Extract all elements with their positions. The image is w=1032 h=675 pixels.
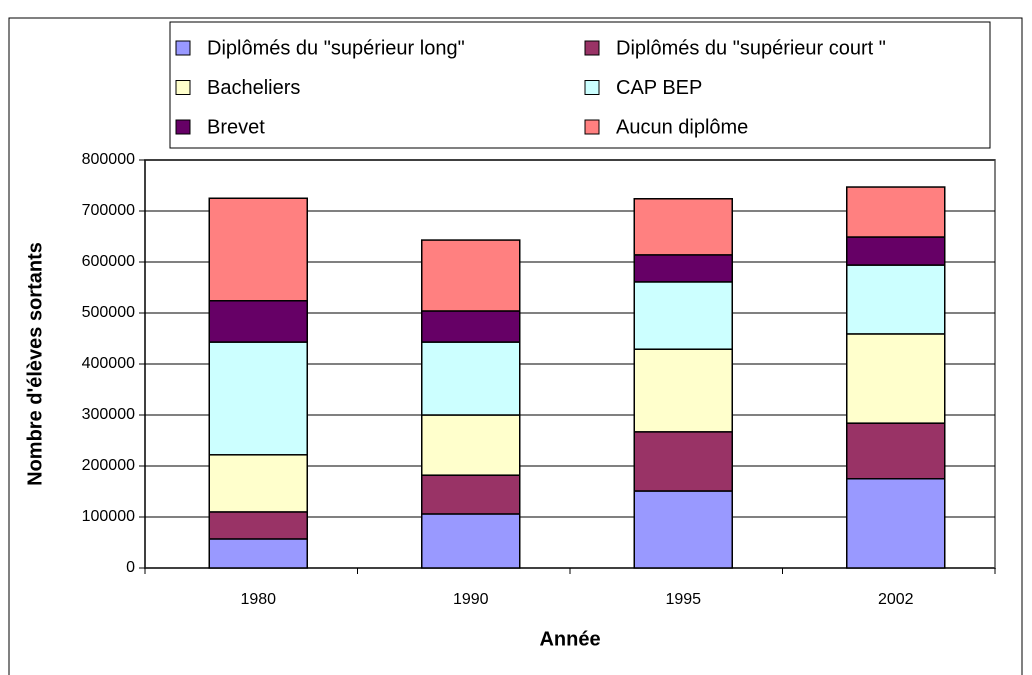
x-tick-label: 2002 bbox=[878, 591, 914, 608]
bar-segment bbox=[421, 414, 521, 476]
y-tick-label: 100000 bbox=[82, 508, 135, 525]
bar-segment bbox=[846, 186, 946, 238]
bar-segment bbox=[846, 333, 946, 424]
legend bbox=[169, 21, 991, 149]
legend-swatch bbox=[175, 40, 191, 56]
x-tick-label: 1995 bbox=[665, 591, 701, 608]
bar-segment bbox=[633, 254, 733, 283]
x-tick-label: 1990 bbox=[453, 591, 489, 608]
legend-swatch bbox=[584, 119, 600, 135]
bar-segment bbox=[208, 197, 308, 302]
legend-label: Brevet bbox=[207, 116, 265, 138]
bar-segment bbox=[633, 431, 733, 492]
bar-segment bbox=[208, 538, 308, 569]
legend-label: Bacheliers bbox=[207, 77, 300, 99]
legend-label: Diplômés du "supérieur court " bbox=[616, 37, 886, 59]
bar-segment bbox=[208, 454, 308, 513]
bar-segment bbox=[421, 310, 521, 343]
bar-segment bbox=[421, 341, 521, 416]
legend-swatch bbox=[584, 40, 600, 56]
bar-segment bbox=[846, 478, 946, 569]
bar-segment bbox=[846, 264, 946, 335]
y-tick-label: 200000 bbox=[82, 457, 135, 474]
legend-label: Diplômés du "supérieur long" bbox=[207, 37, 465, 59]
legend-label: Aucun diplôme bbox=[616, 116, 748, 138]
y-axis-label: Nombre d'élèves sortants bbox=[24, 242, 46, 486]
bar-segment bbox=[633, 281, 733, 350]
y-tick-label: 0 bbox=[126, 559, 135, 576]
bar-segment bbox=[208, 511, 308, 540]
legend-label: CAP BEP bbox=[616, 77, 702, 99]
y-tick-label: 500000 bbox=[82, 304, 135, 321]
y-tick-label: 800000 bbox=[82, 151, 135, 168]
bar-segment bbox=[421, 474, 521, 515]
bar-segment bbox=[846, 236, 946, 266]
legend-swatch bbox=[584, 80, 600, 95]
y-tick-label: 700000 bbox=[82, 202, 135, 219]
x-axis-label: Année bbox=[539, 628, 600, 650]
bar-segment bbox=[633, 348, 733, 433]
legend-swatch bbox=[175, 119, 191, 135]
y-tick-label: 400000 bbox=[82, 355, 135, 372]
y-tick-label: 600000 bbox=[82, 253, 135, 270]
bar-segment bbox=[421, 239, 521, 312]
bar-segment bbox=[633, 198, 733, 256]
x-tick-label: 1980 bbox=[240, 591, 276, 608]
bar-segment bbox=[633, 490, 733, 569]
bar-segment bbox=[208, 341, 308, 456]
bar-segment bbox=[208, 300, 308, 343]
bar-segment bbox=[846, 422, 946, 480]
legend-swatch bbox=[175, 80, 191, 95]
y-tick-label: 300000 bbox=[82, 406, 135, 423]
bar-segment bbox=[421, 513, 521, 569]
